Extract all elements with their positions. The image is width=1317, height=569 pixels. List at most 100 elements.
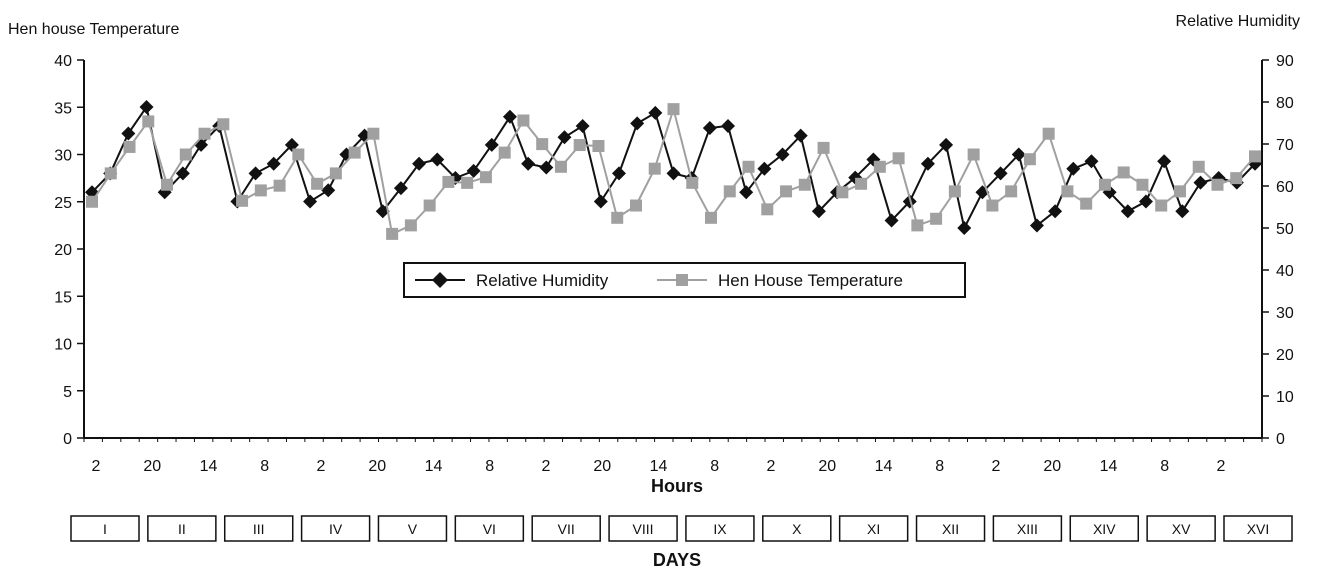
data-point: [739, 185, 754, 200]
day-box: X: [762, 515, 832, 542]
right-tick-label: 10: [1276, 389, 1294, 406]
data-point: [198, 127, 211, 140]
data-point: [175, 166, 190, 181]
series-square: [86, 103, 1261, 240]
data-point: [593, 194, 608, 209]
data-point: [957, 221, 972, 235]
data-point: [1029, 218, 1044, 233]
x-tick-label: 14: [650, 458, 668, 475]
data-point: [1193, 175, 1208, 190]
day-box-frame: [531, 515, 601, 542]
data-point: [479, 171, 492, 184]
day-label: V: [408, 521, 418, 537]
day-label: II: [178, 521, 186, 537]
x-tick-label: 2: [992, 458, 1001, 475]
day-label: IV: [329, 521, 343, 537]
day-box: XVI: [1223, 515, 1293, 542]
data-point: [873, 160, 886, 173]
day-box: V: [377, 515, 448, 542]
days-title: DAYS: [653, 550, 701, 569]
data-point: [780, 185, 793, 198]
data-point: [502, 109, 517, 124]
data-point: [367, 127, 380, 140]
data-point: [266, 156, 281, 171]
x-tick-label: 14: [875, 458, 893, 475]
data-point: [1066, 161, 1081, 176]
day-label: XI: [867, 521, 880, 537]
day-label: VIII: [633, 521, 654, 537]
data-point: [629, 199, 642, 212]
data-point: [521, 156, 536, 171]
data-point: [461, 176, 474, 189]
day-label: XIII: [1017, 521, 1038, 537]
data-point: [648, 162, 661, 175]
data-point: [742, 160, 755, 173]
data-point: [1155, 199, 1168, 212]
data-point: [236, 194, 249, 207]
data-point: [248, 166, 263, 181]
data-point: [539, 160, 554, 175]
left-tick-label: 25: [54, 195, 72, 212]
axes: 0 5 10 15 20 25 30 35 40 0 10 20 30 40 50 60 70 80 90 2 20 14…: [54, 53, 1294, 475]
data-point: [667, 103, 680, 116]
x-tick-label: 2: [767, 458, 776, 475]
data-point: [442, 175, 455, 188]
x-tick-label: 20: [1043, 458, 1061, 475]
left-tick-label: 15: [54, 289, 72, 306]
day-box-frame: [915, 515, 986, 542]
data-point: [1011, 147, 1026, 162]
right-tick-label: 30: [1276, 305, 1294, 322]
data-point: [179, 148, 192, 161]
right-tick-label: 40: [1276, 263, 1294, 280]
data-point: [466, 163, 481, 178]
data-point: [161, 178, 174, 191]
x-tick-label: 14: [1100, 458, 1118, 475]
day-box-frame: [223, 515, 294, 542]
right-tick-label: 70: [1276, 137, 1294, 154]
data-point: [1157, 154, 1172, 169]
data-point: [273, 179, 286, 192]
data-point: [1211, 178, 1224, 191]
day-box: III: [223, 515, 294, 542]
day-box: IV: [300, 515, 371, 542]
day-box-frame: [147, 515, 217, 542]
day-box: XI: [838, 515, 909, 542]
x-tick-label: 14: [200, 458, 218, 475]
data-point: [284, 137, 299, 152]
data-point: [723, 185, 736, 198]
day-label: XVI: [1247, 521, 1270, 537]
left-tick-label: 5: [63, 384, 72, 401]
data-point: [139, 100, 154, 115]
data-point: [412, 156, 427, 171]
data-point: [311, 177, 324, 190]
day-box-frame: [1223, 515, 1293, 542]
day-label: IX: [713, 521, 727, 537]
data-point: [1138, 194, 1153, 209]
data-point: [721, 118, 736, 133]
data-point: [386, 227, 399, 240]
day-box-frame: [70, 515, 140, 542]
data-point: [329, 167, 342, 180]
data-point: [554, 160, 567, 173]
day-box-frame: [838, 515, 909, 542]
data-point: [104, 167, 117, 180]
x-tick-label: 14: [425, 458, 443, 475]
data-point: [686, 176, 699, 189]
data-point: [254, 184, 267, 197]
right-tick-label: 0: [1276, 431, 1285, 448]
data-point: [817, 141, 830, 154]
data-point: [1048, 204, 1063, 219]
data-point: [557, 130, 572, 145]
data-point: [1023, 153, 1036, 166]
data-point: [123, 140, 136, 153]
day-box-frame: [377, 515, 448, 542]
day-label: I: [103, 521, 107, 537]
x-tick-label: 20: [593, 458, 611, 475]
day-box: VI: [454, 515, 525, 542]
day-box: II: [147, 515, 217, 542]
day-boxes: I II III IV V VI VII VIII IX X XI XII XIII XIV XV XVI: [70, 515, 1293, 542]
day-box: XIII: [992, 515, 1063, 542]
data-point: [1136, 178, 1149, 191]
